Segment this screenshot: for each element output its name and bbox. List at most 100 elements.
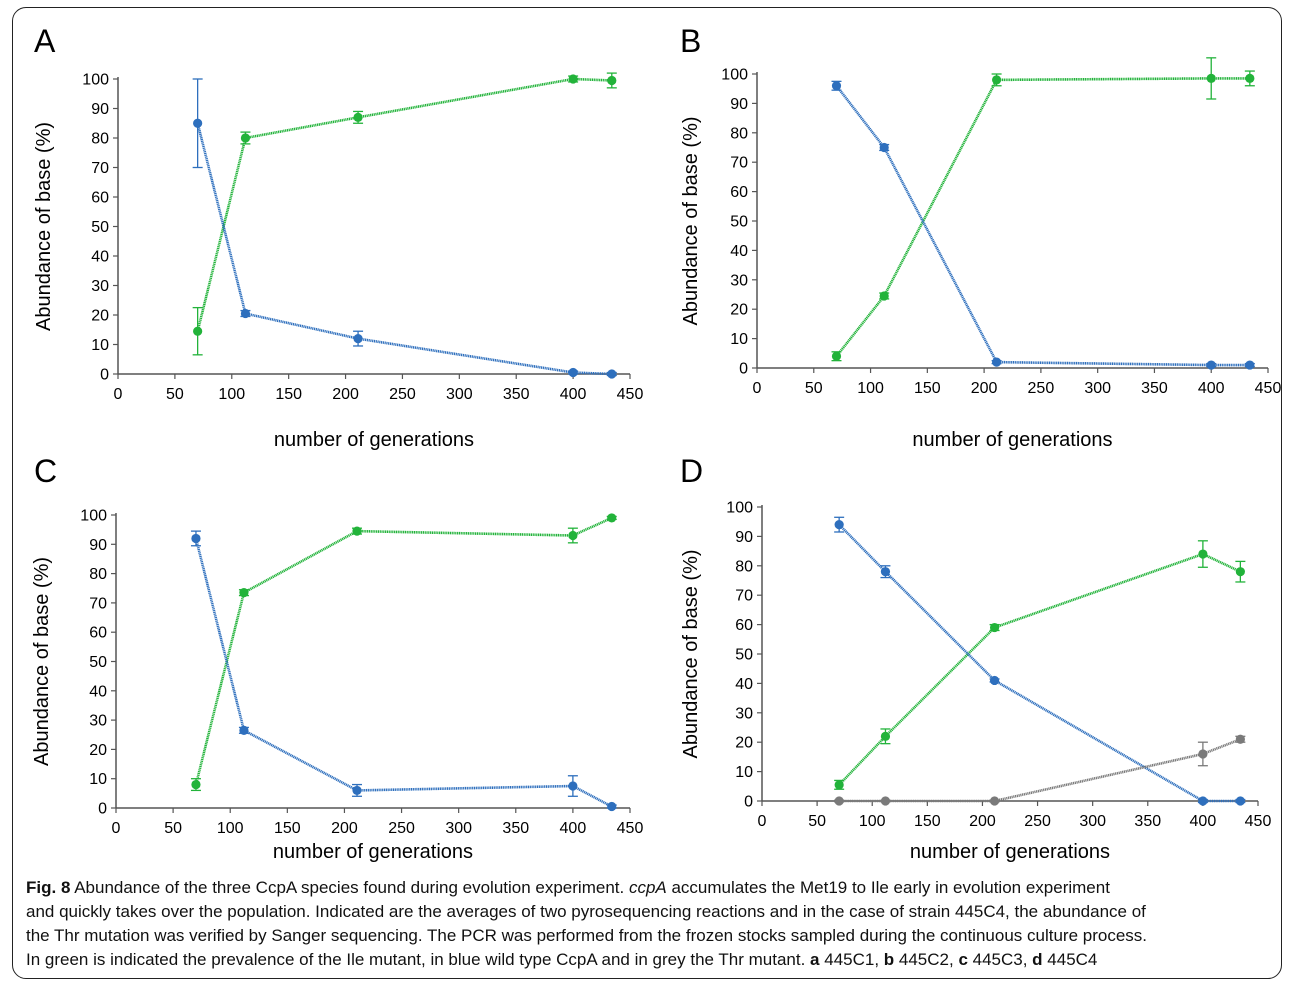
x-axis-title: number of generations	[274, 429, 474, 451]
data-point-ile	[834, 780, 844, 790]
x-tick-label: 50	[166, 386, 184, 403]
y-tick-label: 100	[82, 72, 109, 89]
y-tick-label: 10	[91, 337, 109, 354]
x-tick-label: 150	[275, 386, 302, 403]
data-point-ile	[353, 112, 363, 122]
x-tick-label: 50	[808, 813, 826, 830]
data-point-wild	[880, 567, 891, 577]
y-tick-label: 50	[91, 219, 109, 236]
caption-line-1: Fig. 8 Abundance of the three CcpA speci…	[26, 876, 1276, 900]
y-tick-label: 30	[91, 278, 109, 295]
data-point-ile	[568, 74, 578, 84]
figure-frame	[12, 7, 1282, 979]
data-point-ile	[1235, 567, 1245, 577]
y-axis-title: Abundance of base (%)	[680, 116, 702, 325]
x-tick-label: 450	[1245, 813, 1272, 830]
y-tick-label: 70	[730, 155, 748, 172]
data-point-wild	[568, 367, 578, 378]
y-tick-label: 20	[89, 742, 107, 759]
data-point-wild	[1198, 796, 1208, 806]
data-point-wild	[1245, 360, 1255, 370]
x-axis-title: number of generations	[910, 841, 1110, 863]
y-tick-label: 10	[735, 764, 753, 781]
x-tick-label: 200	[971, 380, 998, 397]
x-tick-label: 350	[502, 820, 529, 837]
data-point-wild	[193, 118, 203, 128]
y-tick-label: 70	[735, 588, 753, 605]
x-tick-label: 350	[1134, 813, 1161, 830]
data-point-wild	[239, 725, 249, 735]
caption-gene-name: ccpA	[628, 878, 667, 897]
x-tick-label: 250	[388, 820, 415, 837]
data-point-thr	[989, 796, 1000, 806]
y-tick-label: 90	[89, 537, 107, 554]
y-axis-title: Abundance of base (%)	[33, 122, 55, 331]
data-point-ile	[1198, 549, 1208, 559]
x-tick-label: 150	[914, 380, 941, 397]
y-tick-label: 60	[89, 625, 107, 642]
data-point-thr	[1198, 749, 1208, 759]
data-point-ile	[880, 731, 891, 741]
caption-text-1b: accumulates the Met19 to Ile early in ev…	[666, 878, 1110, 897]
y-tick-label: 30	[89, 713, 107, 730]
x-tick-label: 50	[805, 380, 823, 397]
x-tick-label: 50	[164, 820, 182, 837]
panel-b: B 0 10 20 30 40 50 60 70 80 90 100 0 50 100 150 200 250 30…	[680, 23, 1281, 451]
x-tick-label: 350	[1141, 380, 1168, 397]
y-tick-label: 50	[735, 647, 753, 664]
series-line-ile	[194, 516, 613, 785]
caption-line-2: and quickly takes over the population. I…	[26, 902, 1146, 921]
caption-sub-d-text: 445C4	[1042, 950, 1098, 969]
data-point-wild	[352, 785, 362, 796]
caption-sub-a: a	[810, 950, 820, 969]
y-tick-label: 40	[735, 676, 753, 693]
x-tick-label: 150	[274, 820, 301, 837]
x-tick-label: 300	[1084, 380, 1111, 397]
y-tick-label: 100	[726, 500, 753, 517]
series-line-wild	[194, 538, 613, 808]
y-tick-label: 50	[730, 214, 748, 231]
panel-a: A 0 10 20 30 40 50 60 70 80 90 100 0 50 100 150 200 250 30…	[33, 23, 643, 451]
data-point-wild	[607, 369, 617, 379]
data-point-wild	[353, 334, 363, 344]
y-tick-label: 40	[91, 249, 109, 266]
x-axis-title: number of generations	[912, 429, 1112, 451]
y-tick-label: 70	[91, 160, 109, 177]
data-point-wild	[989, 675, 1000, 686]
y-tick-label: 60	[91, 190, 109, 207]
y-tick-label: 80	[91, 131, 109, 148]
y-tick-label: 0	[739, 361, 748, 378]
x-tick-label: 400	[560, 386, 587, 403]
x-tick-label: 450	[617, 820, 644, 837]
data-point-wild	[831, 81, 842, 91]
y-tick-label: 80	[735, 558, 753, 575]
x-tick-label: 400	[1190, 813, 1217, 830]
x-tick-label: 0	[758, 813, 767, 830]
y-axis-title: Abundance of base (%)	[31, 557, 53, 766]
data-point-wild	[191, 533, 201, 544]
y-tick-label: 100	[721, 67, 748, 84]
data-point-thr	[880, 796, 891, 806]
data-point-ile	[607, 513, 617, 523]
data-point-ile	[607, 75, 617, 86]
y-tick-label: 40	[89, 683, 107, 700]
panel-letter: C	[34, 453, 57, 489]
y-tick-label: 20	[735, 735, 753, 752]
x-tick-label: 0	[114, 386, 123, 403]
y-tick-label: 50	[89, 654, 107, 671]
data-point-thr	[1235, 734, 1245, 744]
data-point-wild	[879, 142, 889, 153]
data-point-wild	[568, 781, 578, 791]
caption-text-1a: Abundance of the three CcpA species foun…	[70, 878, 629, 897]
panel-letter: A	[34, 23, 56, 59]
y-tick-label: 30	[730, 272, 748, 289]
x-tick-label: 400	[560, 820, 587, 837]
data-point-ile	[879, 291, 889, 301]
y-tick-label: 10	[89, 771, 107, 788]
caption-sub-c-text: 445C3,	[967, 950, 1033, 969]
x-tick-label: 100	[859, 813, 886, 830]
x-tick-label: 100	[218, 386, 245, 403]
y-tick-label: 60	[730, 184, 748, 201]
y-tick-label: 0	[100, 367, 109, 384]
